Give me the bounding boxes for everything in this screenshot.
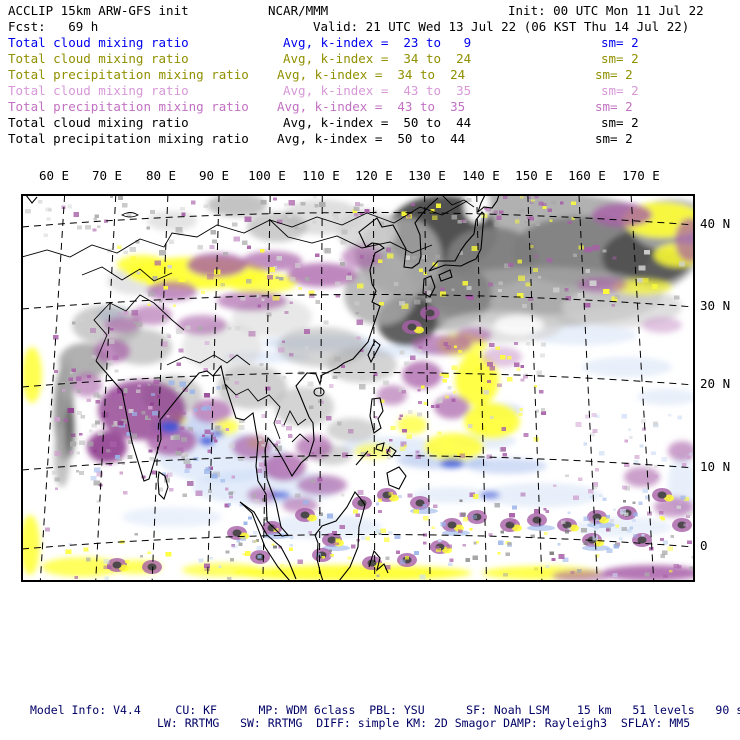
lon-tick-label: 60 E: [38, 168, 70, 183]
map-border: [21, 194, 695, 582]
legend-sm: sm= 2: [601, 115, 639, 130]
legend-label: Total precipitation mixing ratio: [8, 131, 249, 146]
lat-tick-label: 0: [700, 538, 708, 553]
legend-sm: sm= 2: [601, 83, 639, 98]
legend-label: Total cloud mixing ratio: [8, 35, 189, 50]
lon-tick-label: 90 E: [198, 168, 230, 183]
lon-tick-label: 170 E: [622, 168, 660, 183]
forecast-hour: Fcst: 69 h: [8, 19, 99, 34]
init-time: Init: 00 UTC Mon 11 Jul 22: [508, 3, 704, 18]
lon-tick-label: 160 E: [568, 168, 606, 183]
legend-stat: Avg, k-index = 50 to 44: [283, 115, 472, 130]
graticule: [22, 195, 694, 581]
lon-tick-label: 150 E: [515, 168, 553, 183]
legend-label: Total cloud mixing ratio: [8, 115, 189, 130]
legend-stat: Avg, k-index = 50 to 44: [277, 131, 466, 146]
model-info-line1: Model Info: V4.4 CU: KF MP: WDM 6class P…: [30, 703, 740, 717]
legend-sm: sm= 2: [595, 67, 633, 82]
valid-time: Valid: 21 UTC Wed 13 Jul 22 (06 KST Thu …: [313, 19, 690, 34]
legend-sm: sm= 2: [601, 35, 639, 50]
country-borders: [22, 195, 475, 443]
lat-tick-label: 10 N: [700, 459, 731, 474]
lon-tick-label: 80 E: [145, 168, 177, 183]
lon-tick-label: 70 E: [91, 168, 123, 183]
map-field-layer: [22, 195, 694, 581]
legend-label: Total precipitation mixing ratio: [8, 67, 249, 82]
legend-stat: Avg, k-index = 43 to 35: [283, 83, 472, 98]
legend-sm: sm= 2: [601, 51, 639, 66]
model-info-line2: LW: RRTMG SW: RRTMG DIFF: simple KM: 2D …: [157, 716, 691, 730]
lon-tick-label: 110 E: [302, 168, 340, 183]
legend-stat: Avg, k-index = 43 to 35: [277, 99, 466, 114]
lat-tick-label: 40 N: [700, 216, 731, 231]
legend-sm: sm= 2: [595, 131, 633, 146]
product-title: ACCLIP 15km ARW-GFS init: [8, 3, 189, 18]
legend-label: Total cloud mixing ratio: [8, 51, 189, 66]
legend-sm: sm= 2: [595, 99, 633, 114]
lat-tick-label: 30 N: [700, 298, 731, 313]
center-name: NCAR/MMM: [268, 3, 329, 18]
legend-stat: Avg, k-index = 34 to 24: [277, 67, 466, 82]
lat-tick-label: 20 N: [700, 376, 731, 391]
legend-label: Total precipitation mixing ratio: [8, 99, 249, 114]
legend-label: Total cloud mixing ratio: [8, 83, 189, 98]
lon-tick-label: 100 E: [248, 168, 286, 183]
lon-tick-label: 130 E: [408, 168, 446, 183]
lon-tick-label: 120 E: [355, 168, 393, 183]
legend-stat: Avg, k-index = 34 to 24: [283, 51, 472, 66]
lon-tick-label: 140 E: [462, 168, 500, 183]
legend-stat: Avg, k-index = 23 to 9: [283, 35, 472, 50]
